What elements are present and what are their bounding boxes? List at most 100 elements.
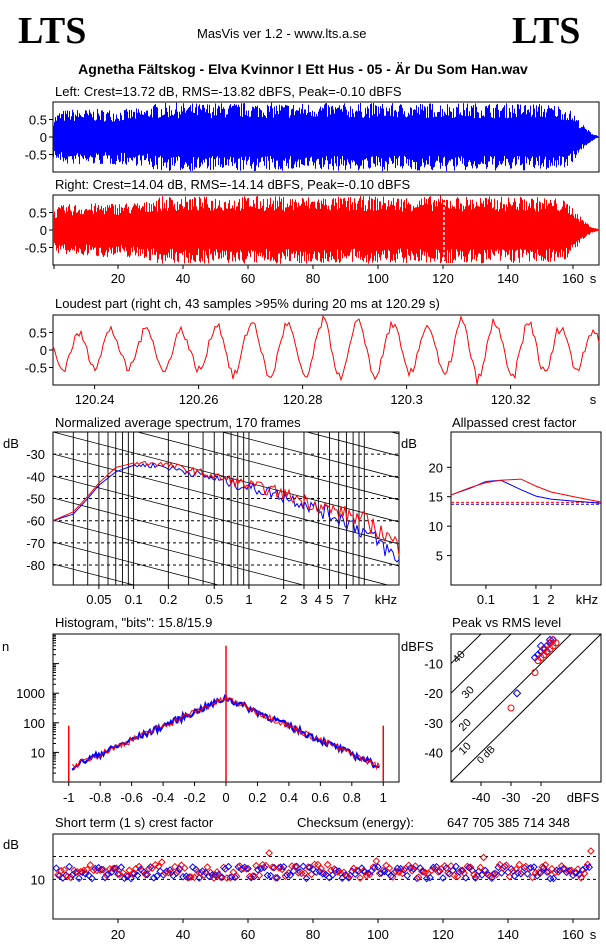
spectrum-slope-line xyxy=(53,519,305,585)
short-term-crest-point-right xyxy=(265,849,273,857)
short-term-crest-point-right xyxy=(255,871,264,880)
short-term-crest-point-right xyxy=(372,857,381,865)
left-waveform-trace xyxy=(53,102,599,172)
short-term-crest-point-right xyxy=(213,868,221,876)
histogram-xtick-label: 0.2 xyxy=(248,790,266,805)
short-term-crest-point-right xyxy=(275,864,283,872)
spectrum-xtick-label: 2 xyxy=(280,592,287,607)
short-term-crest-point-left xyxy=(543,868,551,876)
spectrum-xtick-label: 3 xyxy=(300,592,307,607)
short-term-crest-point-left xyxy=(110,864,119,873)
spectrum-xunit: kHz xyxy=(375,592,397,607)
short-term-crest-point-right xyxy=(505,872,514,881)
peak-vs-rms-xtick-label: -40 xyxy=(472,790,491,805)
short-term-crest-point-right xyxy=(421,868,429,877)
short-term-crest-point-left xyxy=(426,873,434,882)
spectrum-slope-line xyxy=(53,475,399,567)
short-term-crest-point-left xyxy=(305,863,314,872)
short-term-crest-point-right xyxy=(216,873,225,881)
short-term-crest-point-right xyxy=(323,860,332,869)
short-term-crest-point-right xyxy=(268,863,277,872)
right-waveform-ytick-label: 0.5 xyxy=(29,206,47,221)
spectrum-slope-lines xyxy=(53,432,399,585)
logo-left: LTS xyxy=(18,10,87,52)
histogram-xtick-label: -0.8 xyxy=(89,790,111,805)
spectrum-slope-line xyxy=(53,453,399,545)
short-term-crest-point-right xyxy=(541,861,550,869)
right-waveform-xtick-label: 80 xyxy=(306,271,320,286)
allpassed-crest-series-blue xyxy=(450,479,602,504)
peak-vs-rms-point-left xyxy=(512,688,522,698)
peak-vs-rms-point-left xyxy=(530,653,540,662)
peak-vs-rms-point-left xyxy=(539,644,549,654)
short-term-crest-point-right xyxy=(466,863,475,872)
short-term-crest-point-right xyxy=(262,861,270,870)
short-term-crest-point-right xyxy=(398,869,407,878)
spectrum-ytick-label: -60 xyxy=(26,514,45,529)
spectrum-xtick-label: 4 xyxy=(315,592,322,607)
left-waveform-ytick-label: 0.5 xyxy=(29,113,47,128)
short-term-crest-point-left xyxy=(549,874,558,883)
short-term-crest-point-right xyxy=(203,863,212,871)
right-waveform-xtick-label: 140 xyxy=(497,271,519,286)
short-term-crest-point-left xyxy=(166,866,174,874)
spectrum-xtick-label: 7 xyxy=(343,592,350,607)
short-term-crest-point-right xyxy=(54,871,62,879)
short-term-crest-point-right xyxy=(333,867,342,876)
short-term-crest-point-left xyxy=(224,862,233,871)
histogram-xtick-label: -1 xyxy=(63,790,75,805)
spectrum-slope-line xyxy=(136,432,399,501)
short-term-crest-point-right xyxy=(349,864,358,873)
short-term-crest-xtick-label: 80 xyxy=(306,927,320,942)
short-term-crest-frame xyxy=(52,833,600,920)
short-term-crest-point-left xyxy=(107,868,116,876)
histogram-xtick-label: 0.6 xyxy=(311,790,329,805)
short-term-crest-point-right xyxy=(249,872,257,880)
peak-vs-rms-point-left xyxy=(542,641,552,651)
short-term-crest-point-right xyxy=(83,865,91,874)
spectrum-ytick-label: -50 xyxy=(26,492,45,507)
short-term-crest-point-right xyxy=(366,870,374,879)
short-term-crest-point-right xyxy=(356,874,364,882)
short-term-crest-point-left xyxy=(361,868,369,876)
short-term-crest-point-left xyxy=(435,867,444,876)
short-term-crest-point-right xyxy=(362,871,371,880)
short-term-crest-point-left xyxy=(75,874,83,883)
short-term-crest-point-left xyxy=(237,865,246,874)
loudest-part-ytick-label: 0 xyxy=(40,343,47,358)
short-term-crest-point-left xyxy=(481,866,490,875)
short-term-crest-point-right xyxy=(174,867,182,876)
short-term-crest-xtick-label: 20 xyxy=(111,927,125,942)
short-term-crest-point-right xyxy=(171,862,179,871)
histogram-xtick-label: 1 xyxy=(380,790,387,805)
short-term-crest-point-left xyxy=(123,872,132,881)
short-term-crest-point-right xyxy=(210,874,218,882)
peak-vs-rms-point-right xyxy=(549,636,557,644)
spectrum-xtick-label: 0.2 xyxy=(159,592,177,607)
short-term-crest-point-left xyxy=(572,868,581,877)
short-term-crest-xtick-label: 120 xyxy=(432,927,454,942)
histogram-xtick-label: 0 xyxy=(222,790,229,805)
spectrum-ylabel: dB xyxy=(3,436,19,451)
loudest-part-xtick-label: 120.26 xyxy=(179,392,219,407)
short-term-crest-point-right xyxy=(193,867,202,876)
histogram-ytick-label: 10 xyxy=(31,745,45,760)
spectrum-series-red xyxy=(52,460,400,556)
spectrum-frame xyxy=(52,431,400,586)
short-term-crest-xtick-label: 140 xyxy=(497,927,519,942)
short-term-crest-ylabel: dB xyxy=(3,837,19,852)
short-term-crest-point-right xyxy=(151,860,160,869)
peak-vs-rms-point-left xyxy=(536,647,546,657)
short-term-crest-point-left xyxy=(452,862,460,871)
short-term-crest-xtick-label: 60 xyxy=(241,927,255,942)
allpassed-crest-title: Allpassed crest factor xyxy=(452,415,577,430)
peak-vs-rms-diagonal-label: 20 xyxy=(457,717,474,734)
short-term-crest-point-left xyxy=(253,865,262,874)
short-term-crest-point-right xyxy=(580,869,589,878)
spectrum-slope-line xyxy=(53,541,220,585)
histogram-xtick-label: -0.2 xyxy=(183,790,205,805)
short-term-crest-point-right xyxy=(535,868,543,877)
short-term-crest-point-left xyxy=(97,865,106,874)
left-waveform-ytick-label: 0 xyxy=(40,130,47,145)
